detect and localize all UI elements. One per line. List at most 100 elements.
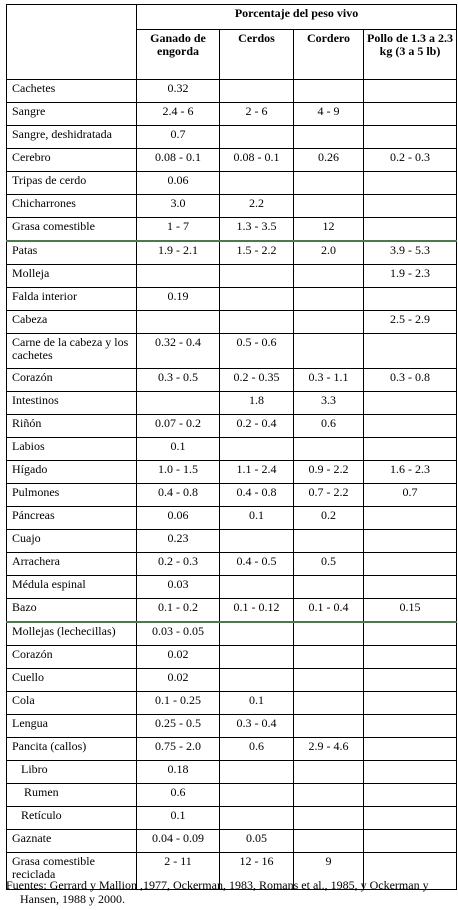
header-row-columns: Ganado de engorda Cerdos Cordero Pollo d… xyxy=(7,29,458,80)
row-label: Molleja xyxy=(6,264,137,288)
header-empty-cell xyxy=(6,4,137,80)
value-cell: 2.9 - 4.6 xyxy=(293,737,364,761)
value-cell: 1 - 7 xyxy=(136,217,220,242)
value-cell xyxy=(136,310,220,334)
row-label: Grasa comestible reciclada xyxy=(6,852,137,890)
value-cell xyxy=(293,783,364,807)
value-cell xyxy=(219,310,294,334)
value-cell xyxy=(362,102,458,126)
table-row: Labios 0.1 xyxy=(6,437,458,461)
table-row: Arrachera 0.2 - 0.3 0.4 - 0.5 0.5 xyxy=(6,552,458,576)
table-row: Molleja 1.9 - 2.3 xyxy=(6,264,458,288)
table-row: Retículo 0.1 xyxy=(6,806,458,830)
value-cell: 0.05 xyxy=(219,829,294,853)
row-label: Sangre, deshidratada xyxy=(6,125,137,149)
row-label: Sangre xyxy=(6,102,137,126)
value-cell xyxy=(293,79,364,103)
row-label: Intestinos xyxy=(6,391,137,415)
value-cell: 0.5 - 0.6 xyxy=(219,333,294,369)
value-cell xyxy=(136,264,220,288)
value-cell xyxy=(293,264,364,288)
value-cell: 1.0 - 1.5 xyxy=(136,460,220,484)
value-cell xyxy=(362,760,458,784)
value-cell: 0.07 - 0.2 xyxy=(136,414,220,438)
value-cell xyxy=(219,171,294,195)
value-cell: 0.4 - 0.8 xyxy=(219,483,294,507)
value-cell xyxy=(219,760,294,784)
value-cell xyxy=(293,333,364,369)
value-cell: 0.32 xyxy=(136,79,220,103)
value-cell: 0.7 xyxy=(362,483,458,507)
value-cell: 0.1 - 0.2 xyxy=(136,598,220,623)
row-label: Mollejas (lechecillas) xyxy=(6,621,137,646)
value-cell: 0.4 - 0.5 xyxy=(219,552,294,576)
value-cell xyxy=(293,621,364,646)
value-cell xyxy=(362,414,458,438)
table-row: Cabeza 2.5 - 2.9 xyxy=(6,310,458,334)
value-cell xyxy=(293,125,364,149)
row-label: Labios xyxy=(6,437,137,461)
table-row: Riñón 0.07 - 0.2 0.2 - 0.4 0.6 xyxy=(6,414,458,438)
table-row: Mollejas (lechecillas) 0.03 - 0.05 xyxy=(6,621,458,646)
table-row: Intestinos 1.8 3.3 xyxy=(6,391,458,415)
value-cell: 0.25 - 0.5 xyxy=(136,714,220,738)
table-row: Cachetes 0.32 xyxy=(6,79,458,103)
table-row: Pulmones 0.4 - 0.8 0.4 - 0.8 0.7 - 2.2 0.7 xyxy=(6,483,458,507)
table-row: Cerebro 0.08 - 0.1 0.08 - 0.1 0.26 0.2 - 0.3 xyxy=(6,148,458,172)
value-cell: 0.2 - 0.3 xyxy=(362,148,458,172)
source-line-2: Hansen, 1988 y 2000. xyxy=(20,892,125,906)
row-label: Cuello xyxy=(6,668,137,692)
row-label: Carne de la cabeza y los cachetes xyxy=(6,333,137,369)
value-cell xyxy=(362,806,458,830)
table-body: Porcentaje del peso vivo Ganado de engor… xyxy=(6,4,458,890)
table-row: Corazón 0.3 - 0.5 0.2 - 0.35 0.3 - 1.1 0.3 -… xyxy=(6,368,458,392)
row-label: Retículo xyxy=(6,806,137,830)
row-label: Gaznate xyxy=(6,829,137,853)
value-cell xyxy=(219,783,294,807)
row-label: Cachetes xyxy=(6,79,137,103)
value-cell: 0.03 xyxy=(136,575,220,599)
value-cell: 0.06 xyxy=(136,506,220,530)
value-cell xyxy=(219,668,294,692)
value-cell: 0.32 - 0.4 xyxy=(136,333,220,369)
value-cell: 0.06 xyxy=(136,171,220,195)
group-header: Porcentaje del peso vivo xyxy=(135,4,458,30)
value-cell: 0.26 xyxy=(293,148,364,172)
row-label: Cabeza xyxy=(6,310,137,334)
value-cell xyxy=(219,287,294,311)
source-line-1: Fuentes: Gerrard y Mallion ,1977, Ockerm… xyxy=(6,878,429,892)
value-cell xyxy=(293,287,364,311)
value-cell: 0.02 xyxy=(136,645,220,669)
value-cell xyxy=(293,645,364,669)
header-row-group: Porcentaje del peso vivo xyxy=(6,4,458,80)
value-cell: 0.4 - 0.8 xyxy=(136,483,220,507)
table-row: Bazo 0.1 - 0.2 0.1 - 0.12 0.1 - 0.4 0.15 xyxy=(6,598,458,623)
value-cell: 0.2 xyxy=(293,506,364,530)
value-cell: 0.1 xyxy=(136,806,220,830)
value-cell: 0.3 - 0.8 xyxy=(362,368,458,392)
value-cell xyxy=(219,621,294,646)
value-cell: 0.5 xyxy=(293,552,364,576)
value-cell: 0.04 - 0.09 xyxy=(136,829,220,853)
value-cell xyxy=(362,691,458,715)
value-cell xyxy=(362,125,458,149)
value-cell: 0.2 - 0.3 xyxy=(136,552,220,576)
value-cell xyxy=(219,79,294,103)
value-cell xyxy=(362,621,458,646)
value-cell xyxy=(362,333,458,369)
byproducts-table: Porcentaje del peso vivo Ganado de engor… xyxy=(6,4,458,890)
value-cell: 0.2 - 0.35 xyxy=(219,368,294,392)
table-row: Tripas de cerdo 0.06 xyxy=(6,171,458,195)
value-cell xyxy=(362,529,458,553)
value-cell xyxy=(293,171,364,195)
value-cell xyxy=(362,437,458,461)
value-cell xyxy=(219,529,294,553)
value-cell: 4 - 9 xyxy=(293,102,364,126)
value-cell: 0.3 - 0.5 xyxy=(136,368,220,392)
row-label: Pulmones xyxy=(6,483,137,507)
table-row: Cuello 0.02 xyxy=(6,668,458,692)
value-cell: 1.5 - 2.2 xyxy=(219,240,294,265)
value-cell: 1.8 xyxy=(219,391,294,415)
value-cell xyxy=(362,737,458,761)
